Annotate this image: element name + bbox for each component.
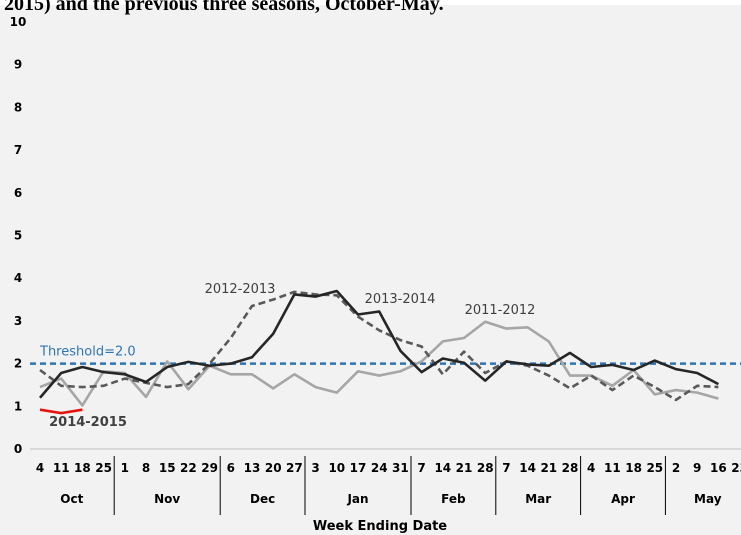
x-tick-label: 7: [502, 461, 510, 475]
x-tick-label: 10: [328, 461, 345, 475]
x-tick-label: 29: [201, 461, 218, 475]
x-tick-label: 9: [693, 461, 701, 475]
y-tick-label: 8: [14, 100, 22, 114]
month-label: Nov: [154, 492, 180, 506]
y-tick-label: 6: [14, 186, 22, 200]
x-tick-label: 24: [371, 461, 388, 475]
x-tick-label: 14: [519, 461, 536, 475]
month-label: Jan: [346, 492, 368, 506]
series-label: 2014-2015: [49, 415, 127, 430]
x-tick-label: 6: [227, 461, 235, 475]
y-tick-label: 0: [14, 442, 22, 456]
x-tick-label: 3: [311, 461, 319, 475]
x-tick-label: 25: [95, 461, 112, 475]
series-label: 2013-2014: [365, 292, 436, 307]
x-tick-label: 1: [121, 461, 129, 475]
x-tick-label: 27: [286, 461, 303, 475]
series-line: [39, 408, 83, 415]
x-tick-label: 23: [731, 461, 741, 475]
y-tick-label: 9: [14, 58, 22, 72]
chart-title: 2015) and the previous three seasons, Oc…: [4, 0, 444, 15]
month-label: May: [694, 492, 722, 506]
y-tick-label: 2: [14, 357, 22, 371]
x-tick-label: 2: [672, 461, 680, 475]
x-tick-label: 28: [477, 461, 494, 475]
month-label: Dec: [250, 492, 275, 506]
y-tick-label: 3: [14, 314, 22, 328]
threshold-label: Threshold=2.0: [39, 345, 136, 360]
y-tick-label: 10: [10, 15, 27, 29]
y-tick-label: 4: [14, 271, 22, 285]
x-tick-label: 7: [417, 461, 425, 475]
x-tick-label: 14: [434, 461, 451, 475]
x-tick-label: 11: [53, 461, 70, 475]
y-tick-label: 1: [14, 399, 22, 413]
x-tick-label: 31: [392, 461, 409, 475]
x-tick-label: 21: [540, 461, 557, 475]
x-tick-label: 4: [36, 461, 44, 475]
x-tick-label: 17: [350, 461, 367, 475]
x-tick-label: 22: [180, 461, 197, 475]
x-tick-label: 4: [587, 461, 595, 475]
series-line: [39, 320, 719, 407]
x-tick-label: 8: [142, 461, 150, 475]
series-line: [39, 289, 720, 399]
series-label: 2012-2013: [205, 282, 276, 297]
series-label: 2011-2012: [465, 303, 536, 318]
x-tick-label: 28: [562, 461, 579, 475]
x-tick-label: 20: [265, 461, 282, 475]
x-tick-label: 25: [646, 461, 663, 475]
y-tick-label: 7: [14, 143, 22, 157]
x-tick-label: 15: [159, 461, 176, 475]
x-tick-label: 18: [625, 461, 642, 475]
month-label: Feb: [441, 492, 466, 506]
y-tick-label: 5: [14, 229, 22, 243]
x-tick-label: 18: [74, 461, 91, 475]
month-label: Oct: [60, 492, 83, 506]
series-line: [39, 290, 719, 402]
month-label: Mar: [525, 492, 551, 506]
month-label: Apr: [611, 492, 635, 506]
x-tick-label: 21: [456, 461, 473, 475]
plot-background: [0, 5, 741, 535]
x-tick-label: 11: [604, 461, 621, 475]
x-tick-label: 16: [710, 461, 727, 475]
x-axis-title: Week Ending Date: [313, 519, 447, 534]
x-tick-label: 13: [244, 461, 261, 475]
